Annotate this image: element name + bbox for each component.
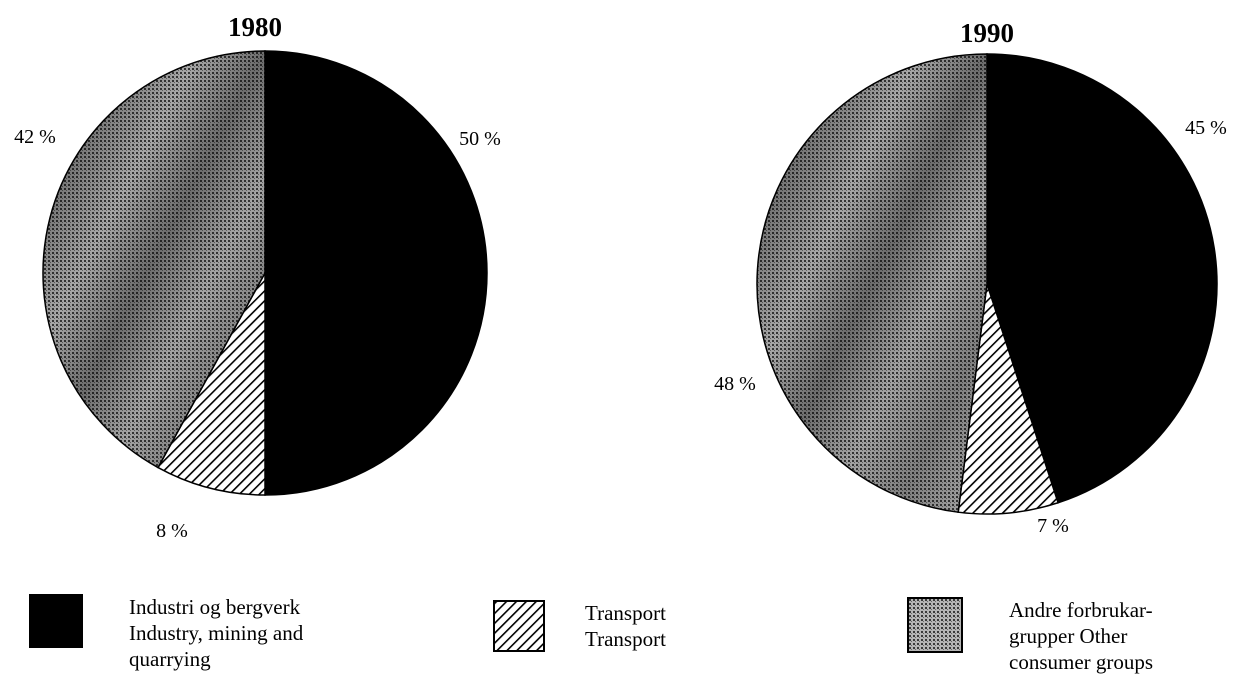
legend-label-line: Transport — [585, 627, 666, 651]
pie-charts: 1980 50 % 8 % 42 % 1990 45 % 7 % 48 % — [14, 12, 1227, 542]
stipple-swatch-icon — [909, 599, 961, 651]
legend-label-line: Transport — [585, 601, 666, 625]
legend-item-other: Andre forbrukar- grupper Other consumer … — [907, 597, 1153, 675]
pie-percent-label: 45 % — [1185, 117, 1227, 139]
legend-label-line: Andre forbrukar- — [1009, 598, 1153, 622]
pie-title-1980: 1980 — [228, 12, 282, 42]
pie-percent-label: 48 % — [714, 373, 756, 395]
legend-label-line: quarrying — [129, 647, 211, 671]
legend-item-transport: Transport Transport — [493, 600, 666, 652]
pie-slice-hatch — [957, 283, 1060, 515]
pie-1990: 1990 45 % 7 % 48 % — [714, 18, 1227, 537]
legend-label-line: grupper Other — [1009, 624, 1128, 648]
pie-percent-label: 42 % — [14, 126, 56, 148]
legend-swatch-solid — [29, 594, 83, 648]
pie-percent-label: 7 % — [1037, 515, 1069, 537]
legend-label-line: Industri og bergverk — [129, 595, 301, 619]
legend-label-line: consumer groups — [1009, 650, 1154, 674]
pie-slice-hatch — [157, 272, 266, 496]
pie-slice-shading — [43, 51, 265, 468]
pie-slice-shading — [756, 54, 987, 513]
pie-percent-label: 50 % — [459, 128, 501, 150]
pie-1980: 1980 50 % 8 % 42 % — [14, 12, 501, 542]
legend-item-industry: Industri og bergverk Industry, mining an… — [29, 594, 303, 672]
pie-percent-label: 8 % — [156, 520, 188, 542]
pie-slice-solid-black — [264, 50, 488, 496]
hatch-swatch-icon — [495, 602, 543, 650]
legend-label-line: Industry, mining and — [129, 621, 304, 645]
legend-swatch-stipple — [907, 597, 963, 653]
pie-slice-solid-black — [986, 53, 1218, 504]
pie-title-1990: 1990 — [960, 18, 1014, 48]
legend-swatch-hatch — [493, 600, 545, 652]
